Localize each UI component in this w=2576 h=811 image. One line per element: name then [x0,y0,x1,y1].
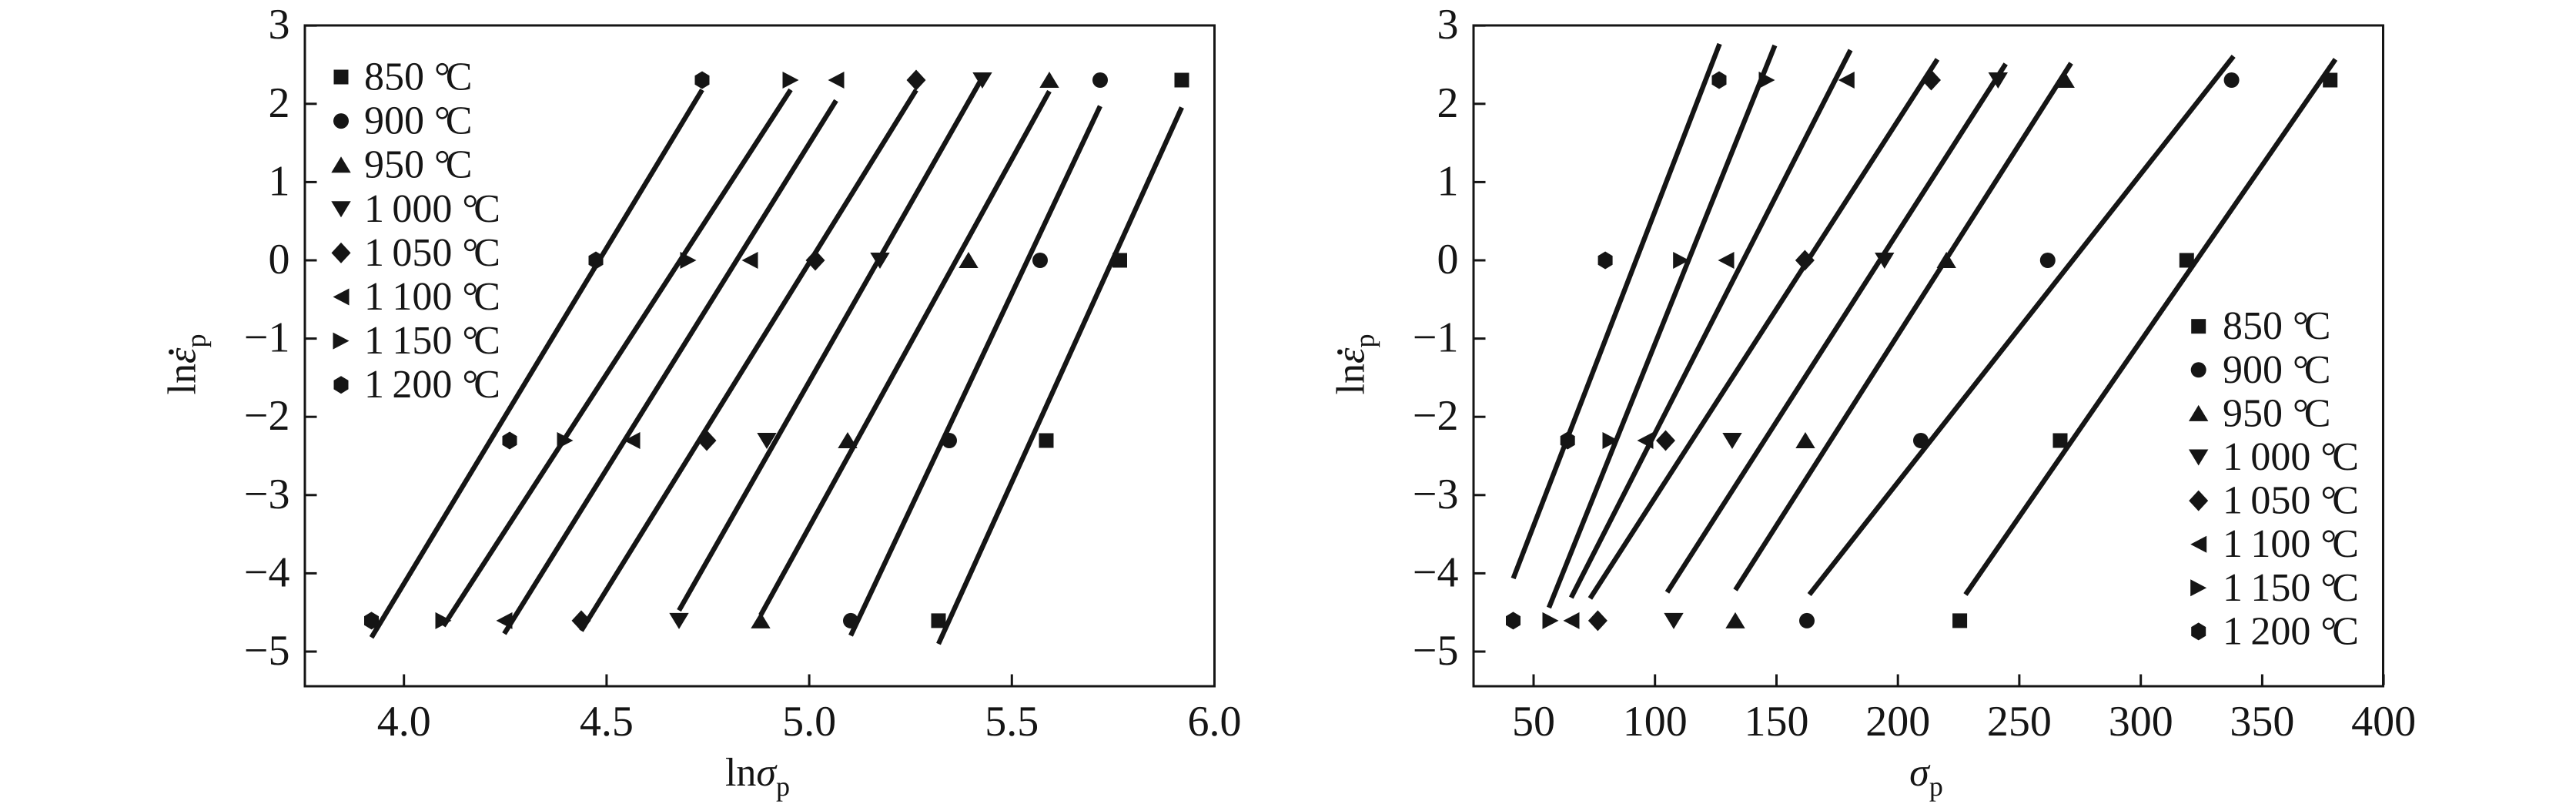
svg-text:950 °C: 950 °C [364,143,472,187]
svg-text:900 °C: 900 °C [364,99,472,143]
svg-text:350: 350 [2230,698,2294,746]
svg-text:850 °C: 850 °C [2223,304,2330,348]
svg-text:1 050 °C: 1 050 °C [2223,479,2359,523]
svg-text:1 100 °C: 1 100 °C [364,275,500,319]
svg-text:1 000 °C: 1 000 °C [364,187,500,231]
svg-text:−4: −4 [244,548,290,596]
svg-text:0: 0 [1437,236,1459,283]
svg-text:−4: −4 [1413,548,1459,596]
svg-text:5.0: 5.0 [782,698,836,746]
svg-text:4.0: 4.0 [377,698,431,746]
svg-text:300: 300 [2109,698,2173,746]
svg-text:200: 200 [1865,698,1930,746]
svg-text:lnεp: lnεp [1330,334,1380,395]
svg-text:3: 3 [269,1,290,49]
svg-text:1 150 °C: 1 150 °C [2223,566,2359,610]
svg-text:1 100 °C: 1 100 °C [2223,522,2359,566]
svg-text:1 050 °C: 1 050 °C [364,231,500,275]
svg-text:900 °C: 900 °C [2223,348,2330,392]
svg-text:−1: −1 [244,314,290,362]
svg-text:1: 1 [269,157,290,205]
svg-text:0: 0 [269,236,290,283]
svg-text:−1: −1 [1413,314,1459,362]
svg-text:150: 150 [1745,698,1809,746]
svg-text:50: 50 [1512,698,1555,746]
svg-text:250: 250 [1987,698,2052,746]
svg-text:4.5: 4.5 [580,698,634,746]
svg-text:1 150 °C: 1 150 °C [364,319,500,363]
svg-text:−3: −3 [244,471,290,518]
svg-text:−5: −5 [1413,627,1459,675]
svg-text:1 200 °C: 1 200 °C [2223,609,2359,653]
svg-text:950 °C: 950 °C [2223,391,2330,435]
svg-text:400: 400 [2351,698,2416,746]
svg-text:1: 1 [1437,157,1459,205]
svg-text:−5: −5 [244,627,290,675]
svg-text:2: 2 [269,79,290,127]
svg-text:2: 2 [1437,79,1459,127]
svg-text:−3: −3 [1413,471,1459,518]
svg-text:850 °C: 850 °C [364,55,472,99]
svg-text:3: 3 [1437,1,1459,49]
svg-text:1 200 °C: 1 200 °C [364,363,500,407]
svg-text:−2: −2 [244,392,290,440]
svg-text:6.0: 6.0 [1188,698,1242,746]
svg-text:−2: −2 [1413,392,1459,440]
svg-text:5.5: 5.5 [985,698,1039,746]
svg-text:100: 100 [1623,698,1688,746]
svg-text:1 000 °C: 1 000 °C [2223,435,2359,479]
svg-text:σp: σp [1909,751,1943,802]
